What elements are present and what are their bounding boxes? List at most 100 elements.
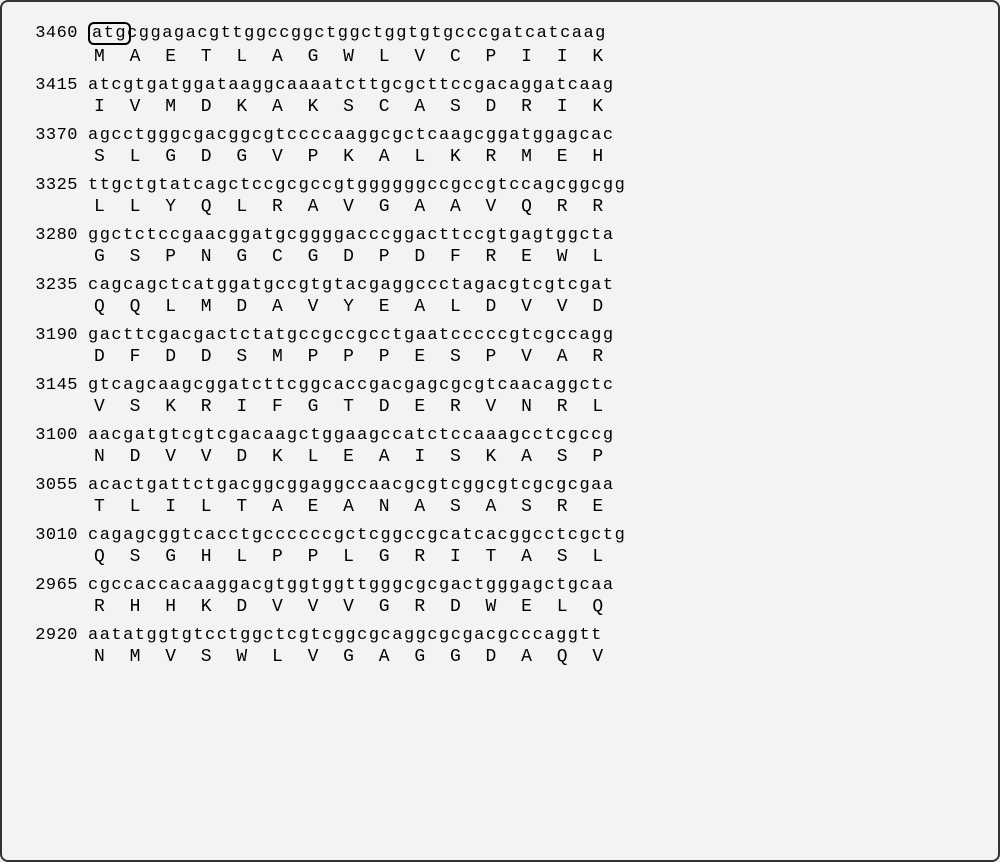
amino-acid: S (515, 497, 551, 517)
start-codon-box: atg (88, 22, 131, 45)
amino-acid: L (195, 497, 231, 517)
nucleotide-sequence: aatatggtgtcctggctcgtcggcgcaggcgcgacgccca… (88, 626, 603, 645)
amino-acid: A (444, 197, 480, 217)
amino-acid: H (159, 597, 195, 617)
position-label: 2965 (22, 576, 78, 595)
nucleotide-row: 3280ggctctccgaacggatgcggggacccggacttccgt… (22, 226, 968, 245)
amino-acid: A (408, 497, 444, 517)
amino-acid: I (230, 397, 266, 417)
amino-acid: R (266, 197, 302, 217)
amino-acid: P (373, 347, 409, 367)
amino-acid: P (302, 147, 338, 167)
nucleotide-row: 3325ttgctgtatcagctccgcgccgtggggggccgccgt… (22, 176, 968, 195)
amino-acid: G (373, 547, 409, 567)
amino-acid: R (480, 147, 516, 167)
nucleotide-sequence: cagagcggtcacctgccccccgctcggccgcatcacggcc… (88, 526, 626, 545)
amino-acid: T (88, 497, 124, 517)
position-label: 3010 (22, 526, 78, 545)
amino-acid: C (373, 97, 409, 117)
amino-acid: K (230, 97, 266, 117)
amino-acid: K (586, 47, 622, 67)
amino-acid: Y (159, 197, 195, 217)
amino-acid: L (586, 547, 622, 567)
amino-acid: A (515, 547, 551, 567)
amino-acid-row: GSPNGCGDPDFREWL (22, 247, 968, 267)
amino-acid: V (337, 197, 373, 217)
amino-acid: V (159, 447, 195, 467)
amino-acid: L (444, 297, 480, 317)
amino-acid: G (230, 147, 266, 167)
amino-acid: V (480, 397, 516, 417)
amino-acid: P (337, 347, 373, 367)
amino-acid: R (551, 497, 587, 517)
amino-acid: I (551, 47, 587, 67)
amino-acid: T (480, 547, 516, 567)
nucleotide-sequence: atgcggagacgttggccggctggctggtgtgcccgatcat… (88, 22, 607, 45)
nucleotide-row: 3010 cagagcggtcacctgccccccgctcggccgcatcac… (22, 526, 968, 545)
amino-acid: S (444, 347, 480, 367)
nucleotide-sequence: gtcagcaagcggatcttcggcaccgacgagcgcgtcaaca… (88, 376, 615, 395)
amino-acid: A (515, 647, 551, 667)
amino-acid: R (408, 597, 444, 617)
amino-acid: L (302, 447, 338, 467)
amino-acid: V (515, 297, 551, 317)
amino-acid: I (551, 97, 587, 117)
amino-acid: P (373, 247, 409, 267)
amino-acid: Y (337, 297, 373, 317)
nucleotide-sequence: acactgattctgacggcggaggccaacgcgtcggcgtcgc… (88, 476, 615, 495)
amino-acid: A (480, 497, 516, 517)
amino-acid: V (302, 597, 338, 617)
amino-acid: S (195, 647, 231, 667)
amino-acid: M (124, 647, 160, 667)
amino-acid: D (88, 347, 124, 367)
amino-acid: E (586, 497, 622, 517)
amino-acid: G (88, 247, 124, 267)
amino-acid: S (551, 547, 587, 567)
amino-acid-row: LLYQLRAVGAAVQRR (22, 197, 968, 217)
amino-acid-row: NMVSWLVGAGGDAQV (22, 647, 968, 667)
amino-acid: T (195, 47, 231, 67)
amino-acid: V (124, 97, 160, 117)
nucleotide-sequence: aacgatgtcgtcgacaagctggaagccatctccaaagcct… (88, 426, 615, 445)
amino-acid: D (195, 97, 231, 117)
amino-acid: A (373, 447, 409, 467)
amino-acid: N (373, 497, 409, 517)
amino-acid: L (124, 497, 160, 517)
amino-acid: L (124, 147, 160, 167)
amino-acid: R (586, 197, 622, 217)
amino-acid: G (159, 147, 195, 167)
amino-acid: S (124, 547, 160, 567)
amino-acid: R (551, 397, 587, 417)
amino-acid: D (195, 147, 231, 167)
amino-acid-row: SLGDGVPKALKRMEH (22, 147, 968, 167)
amino-acid: S (124, 247, 160, 267)
amino-acid: L (586, 397, 622, 417)
sequence-list: 3460atgcggagacgttggccggctggctggtgtgcccga… (22, 22, 968, 667)
amino-acid: A (515, 447, 551, 467)
amino-acid: V (302, 297, 338, 317)
amino-acid: G (408, 647, 444, 667)
amino-acid: Q (515, 197, 551, 217)
amino-acid: E (373, 297, 409, 317)
amino-acid: F (124, 347, 160, 367)
amino-acid: M (195, 297, 231, 317)
amino-acid: S (230, 347, 266, 367)
nucleotide-row: 3190gacttcgacgactctatgccgccgcctgaatccccc… (22, 326, 968, 345)
amino-acid-row: NDVVDKLEAISKASP (22, 447, 968, 467)
amino-acid: E (515, 247, 551, 267)
amino-acid: P (480, 47, 516, 67)
amino-acid: G (230, 247, 266, 267)
amino-acid: D (444, 597, 480, 617)
amino-acid: Q (551, 647, 587, 667)
amino-acid: V (195, 447, 231, 467)
amino-acid: L (373, 47, 409, 67)
amino-acid: S (444, 497, 480, 517)
amino-acid: E (551, 147, 587, 167)
nucleotide-text: cggagacgttggccggctggctggtgtgcccgatcatcaa… (127, 24, 607, 43)
amino-acid: Q (88, 547, 124, 567)
amino-acid-row: QQLMDAVYEALDVVD (22, 297, 968, 317)
amino-acid-row: MAETLAGWLVCPIIK (22, 47, 968, 67)
amino-acid: L (408, 147, 444, 167)
amino-acid: V (266, 147, 302, 167)
amino-acid: W (230, 647, 266, 667)
